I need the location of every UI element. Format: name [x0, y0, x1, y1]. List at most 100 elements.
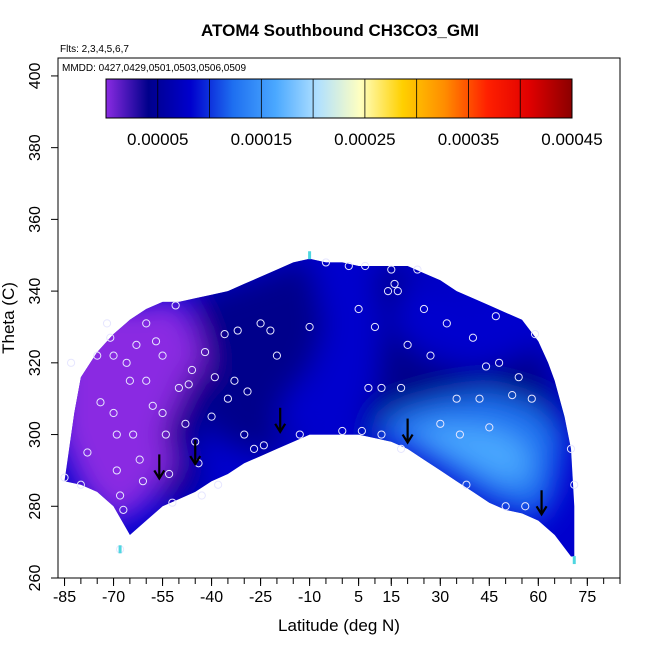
- observation-point: [266, 326, 275, 335]
- observation-point: [158, 351, 167, 360]
- observation-point: [168, 498, 177, 507]
- colorbar-tick-label: 0.00035: [438, 130, 499, 149]
- y-tick-label: 280: [27, 493, 44, 520]
- colorbar-tick-label: 0.00025: [334, 130, 395, 149]
- y-axis: 260 280 300 320 340 360 380 400: [27, 62, 58, 591]
- field-region: [162, 362, 212, 471]
- observation-point: [76, 480, 85, 489]
- observation-point: [230, 376, 239, 385]
- y-tick-label: 260: [27, 565, 44, 592]
- observation-point: [361, 261, 370, 271]
- observation-point: [66, 358, 76, 367]
- observation-point: [475, 394, 484, 403]
- y-tick-label: 340: [27, 278, 44, 305]
- observation-point: [370, 322, 380, 332]
- observation-point: [491, 312, 500, 321]
- observation-point: [164, 469, 174, 479]
- observation-point: [377, 430, 386, 439]
- concentration-field: [64, 258, 575, 557]
- observation-point: [109, 351, 118, 360]
- y-tick-label: 400: [27, 62, 44, 89]
- observation-point: [223, 394, 233, 403]
- colorbar-tick-label: 0.00045: [541, 130, 602, 149]
- plot-frame: [57, 57, 621, 579]
- observation-point: [119, 505, 128, 514]
- observation-point: [210, 373, 219, 382]
- observation-point: [148, 401, 157, 410]
- observation-point: [249, 444, 259, 453]
- x-tick-label: -40: [200, 589, 223, 606]
- observation-point: [387, 265, 396, 274]
- observation-point: [468, 333, 478, 342]
- x-tick-label: -55: [151, 589, 174, 606]
- endpoint-marker: [308, 251, 312, 260]
- observation-point: [354, 304, 363, 314]
- x-axis-label: Latitude (deg N): [278, 616, 400, 635]
- observation-point: [393, 287, 402, 296]
- observation-point: [462, 480, 471, 489]
- observation-point: [508, 391, 517, 400]
- observation-point: [436, 419, 445, 428]
- x-tick-label: 75: [578, 589, 596, 606]
- observation-point: [566, 444, 576, 453]
- descent-arrow: [401, 418, 414, 445]
- observation-point: [151, 337, 161, 346]
- x-axis: -85 -70 -55 -40 -25 -10 5 15 30 45 60 75: [53, 578, 621, 606]
- endpoint-marker: [572, 556, 576, 565]
- field-region: [401, 423, 532, 485]
- observation-point: [481, 362, 491, 371]
- observation-point: [570, 480, 579, 489]
- observation-point: [112, 466, 121, 475]
- observation-point: [321, 258, 331, 267]
- observation-point: [132, 340, 141, 349]
- endpoint-markers: [118, 251, 576, 565]
- endpoint-marker: [118, 545, 122, 554]
- y-tick-label: 360: [27, 206, 44, 233]
- dates-label: MMDD: 0427,0429,0501,0503,0506,0509: [62, 63, 246, 74]
- colorbar: 0.00005 0.00015 0.00025 0.00035 0.00045: [105, 78, 603, 149]
- observation-point: [233, 326, 242, 335]
- observation-point: [357, 426, 366, 436]
- observation-point: [220, 330, 229, 339]
- observation-point: [197, 491, 206, 500]
- observation-point: [142, 319, 151, 328]
- observation-point: [122, 358, 131, 367]
- y-tick-label: 320: [27, 349, 44, 376]
- observation-point: [396, 383, 406, 393]
- observation-point: [102, 319, 112, 328]
- y-axis-label: Theta (C): [0, 282, 18, 354]
- x-tick-label: 45: [480, 589, 498, 606]
- descent-arrow: [274, 407, 287, 434]
- observation-point: [272, 351, 282, 360]
- flights-label: Flts: 2,3,4,5,6,7: [60, 44, 129, 55]
- observation-point: [485, 423, 494, 432]
- observation-point: [377, 383, 386, 393]
- observation-point: [452, 394, 461, 403]
- chart-title: ATOM4 Southbound CH3CO3_GMI: [201, 21, 479, 40]
- observation-point: [396, 444, 406, 453]
- observation-point: [138, 477, 148, 486]
- x-tick-label: -25: [249, 589, 272, 606]
- observation-point: [60, 473, 69, 482]
- y-tick-label: 300: [27, 421, 44, 448]
- descent-arrow: [189, 440, 202, 467]
- colorbar-tick-label: 0.00005: [127, 130, 188, 149]
- observation-point: [93, 351, 102, 360]
- observation-point: [419, 304, 429, 314]
- observation-point: [112, 430, 121, 439]
- observation-point: [256, 319, 265, 328]
- observation-point: [161, 430, 170, 439]
- observation-point: [200, 347, 210, 357]
- observation-point: [527, 394, 536, 403]
- observation-point: [530, 330, 540, 339]
- y-tick-label: 380: [27, 134, 44, 161]
- observation-point: [243, 387, 252, 396]
- descent-arrows: [153, 407, 548, 517]
- observation-point: [129, 430, 138, 439]
- x-tick-label: 60: [529, 589, 547, 606]
- observation-point: [96, 398, 105, 407]
- observation-points: [60, 258, 579, 554]
- observation-point: [426, 351, 435, 360]
- field-region: [276, 258, 382, 435]
- observation-point: [501, 502, 510, 511]
